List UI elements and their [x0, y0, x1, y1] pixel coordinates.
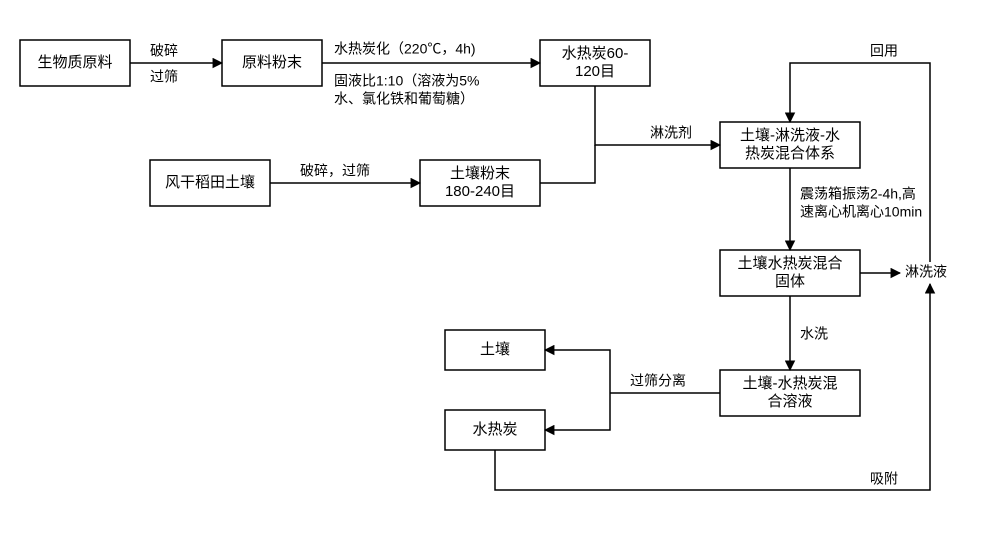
node-raw-powder: 原料粉末	[222, 40, 322, 86]
node-mixed-solid: 土壤水热炭混合 固体	[720, 250, 860, 296]
edge-shake-l1: 震荡箱振荡2-4h,高	[800, 186, 916, 202]
node-hydrochar-mesh: 水热炭60- 120目	[540, 40, 650, 86]
edge-adsorb-label: 吸附	[870, 471, 898, 487]
edge-crush-sieve-l1: 破碎	[150, 43, 178, 59]
node-soil-powder-l1: 土壤粉末	[450, 164, 510, 182]
edge-sieve-label: 过筛分离	[630, 373, 686, 389]
edge-wash-label: 水洗	[800, 326, 828, 342]
edge-shake-l2: 速离心机离心10min	[800, 204, 922, 220]
edge-hydrothermal-l2: 固液比1:10（溶液为5%	[334, 73, 479, 89]
label-rinse-liquid: 淋洗液	[905, 264, 947, 280]
node-mixed-solid-l2: 固体	[775, 273, 805, 290]
edge-hydrothermal-l3: 水、氯化铁和葡萄糖）	[334, 91, 474, 107]
edge-crush-sieve-l2: 过筛	[150, 69, 178, 85]
node-soil-label: 土壤	[480, 340, 510, 358]
edge-soil-crush-label: 破碎，过筛	[300, 163, 370, 179]
edge-hydrothermal-l1: 水热炭化（220℃，4h)	[334, 41, 476, 57]
node-hydrochar-label: 水热炭	[472, 421, 517, 438]
node-biomass-raw: 生物质原料	[20, 40, 130, 86]
node-mixed-solution-l2: 合溶液	[767, 393, 812, 410]
edge-to-hydrochar	[545, 393, 610, 430]
node-hydrochar-mesh-l2: 120目	[575, 63, 615, 80]
node-mixed-system-l2: 热炭混合体系	[745, 145, 835, 162]
node-hydrochar-mesh-l1: 水热炭60-	[562, 45, 629, 62]
node-mixed-solution-l1: 土壤-水热炭混	[743, 374, 838, 392]
node-hydrochar: 水热炭	[445, 410, 545, 450]
node-soil: 土壤	[445, 330, 545, 370]
node-mixed-system: 土壤-淋洗液-水 热炭混合体系	[720, 122, 860, 168]
node-raw-powder-label: 原料粉末	[242, 54, 302, 71]
edge-adsorb	[495, 284, 930, 490]
node-mixed-system-l1: 土壤-淋洗液-水	[740, 126, 840, 144]
edge-to-soil	[545, 350, 610, 393]
node-paddy-soil-label: 风干稻田土壤	[165, 173, 255, 191]
node-soil-powder: 土壤粉末 180-240目	[420, 160, 540, 206]
edge-rinse-agent-label: 淋洗剂	[650, 125, 692, 141]
node-mixed-solid-l1: 土壤水热炭混合	[737, 254, 842, 272]
node-mixed-solution: 土壤-水热炭混 合溶液	[720, 370, 860, 416]
node-soil-powder-l2: 180-240目	[445, 183, 515, 200]
node-biomass-raw-label: 生物质原料	[37, 54, 112, 71]
edge-soil-to-mix	[540, 145, 595, 183]
node-paddy-soil: 风干稻田土壤	[150, 160, 270, 206]
edge-recycle-label: 回用	[870, 43, 898, 59]
